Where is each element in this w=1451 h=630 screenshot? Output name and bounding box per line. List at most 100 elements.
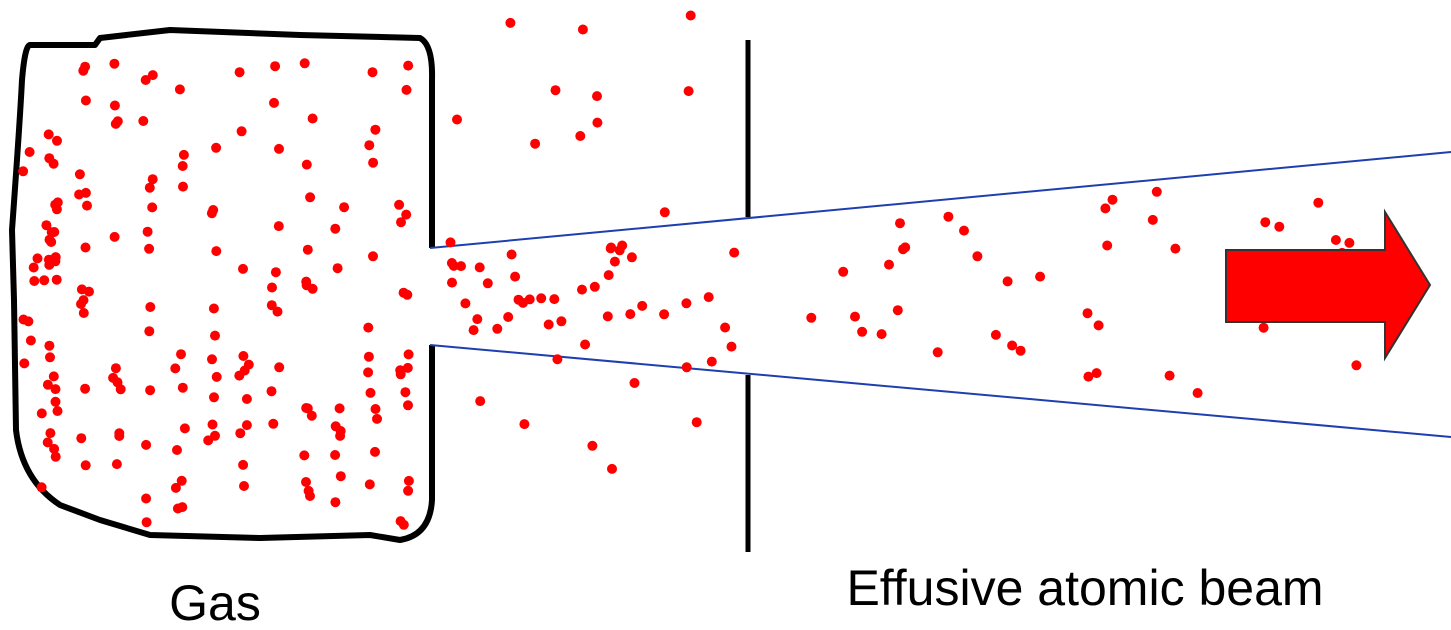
atom [456, 261, 466, 271]
atom [274, 362, 284, 372]
atom [330, 450, 340, 460]
atom [850, 312, 860, 322]
gas-label: Gas [169, 575, 261, 630]
atom [1083, 308, 1093, 318]
atom [364, 352, 374, 362]
atom [447, 258, 457, 268]
atom [1260, 217, 1270, 227]
atom [959, 226, 969, 236]
atom [44, 129, 54, 139]
atom [686, 11, 696, 21]
atom [300, 58, 310, 68]
atom [274, 144, 284, 154]
atom [52, 275, 62, 285]
atom [147, 202, 157, 212]
atom [211, 143, 221, 153]
atom [148, 174, 158, 184]
atom [610, 257, 620, 267]
atom [590, 282, 600, 292]
atom [82, 201, 92, 211]
atom [707, 357, 717, 367]
page: Gas Effusive atomic beam (() => { const … [0, 0, 1451, 630]
atom [235, 67, 245, 77]
atom [76, 433, 86, 443]
atom [333, 263, 343, 273]
atom [1094, 320, 1104, 330]
atom [301, 477, 311, 487]
atom [371, 404, 381, 414]
atom [114, 431, 124, 441]
atom [305, 491, 315, 501]
atom [877, 329, 887, 339]
atom [111, 363, 121, 373]
atom [692, 417, 702, 427]
atom [556, 316, 566, 326]
atom [396, 516, 406, 526]
atom [339, 202, 349, 212]
atom [475, 396, 485, 406]
atom [238, 351, 248, 361]
atom [336, 471, 346, 481]
atom [403, 486, 413, 496]
atom [400, 387, 410, 397]
atom [45, 428, 55, 438]
atom [46, 237, 56, 247]
atom [943, 212, 953, 222]
atom [108, 373, 118, 383]
atom [267, 283, 277, 293]
atom [240, 366, 250, 376]
atom [110, 101, 120, 111]
atom [483, 278, 493, 288]
atom [29, 263, 39, 273]
atom [302, 160, 312, 170]
atom [1102, 241, 1112, 251]
atom [660, 207, 670, 217]
atom [404, 476, 414, 486]
atom [210, 331, 220, 341]
atom [1351, 360, 1361, 370]
atom [80, 62, 90, 72]
atom [681, 298, 691, 308]
atom [112, 459, 122, 469]
atom [806, 313, 816, 323]
atom [368, 67, 378, 77]
atom [26, 336, 36, 346]
atom [305, 192, 315, 202]
atom [37, 408, 47, 418]
atom [141, 494, 151, 504]
direction-arrow [1226, 212, 1430, 358]
atom [235, 428, 245, 438]
atom [363, 367, 373, 377]
atom [518, 298, 528, 308]
atom [143, 227, 153, 237]
atom [75, 169, 85, 179]
atom [587, 441, 597, 451]
atom [43, 437, 53, 447]
atom [857, 327, 867, 337]
atom [615, 245, 625, 255]
atom [237, 126, 247, 136]
atom [1170, 244, 1180, 254]
atom [446, 237, 456, 247]
atom [141, 440, 151, 450]
atom [394, 200, 404, 210]
atom [308, 114, 318, 124]
atom [207, 354, 217, 364]
atom [144, 326, 154, 336]
atom [370, 447, 380, 457]
atom [460, 298, 470, 308]
atom [704, 292, 714, 302]
atom [606, 243, 616, 253]
atom [530, 139, 540, 149]
atom [274, 221, 284, 231]
atom [171, 483, 181, 493]
atom [178, 383, 188, 393]
atom [331, 421, 341, 431]
beam-label: Effusive atomic beam [846, 560, 1323, 616]
atom [179, 150, 189, 160]
atom [111, 119, 121, 129]
atom [39, 275, 49, 285]
atom [396, 217, 406, 227]
atom [452, 115, 462, 125]
atom [366, 388, 376, 398]
